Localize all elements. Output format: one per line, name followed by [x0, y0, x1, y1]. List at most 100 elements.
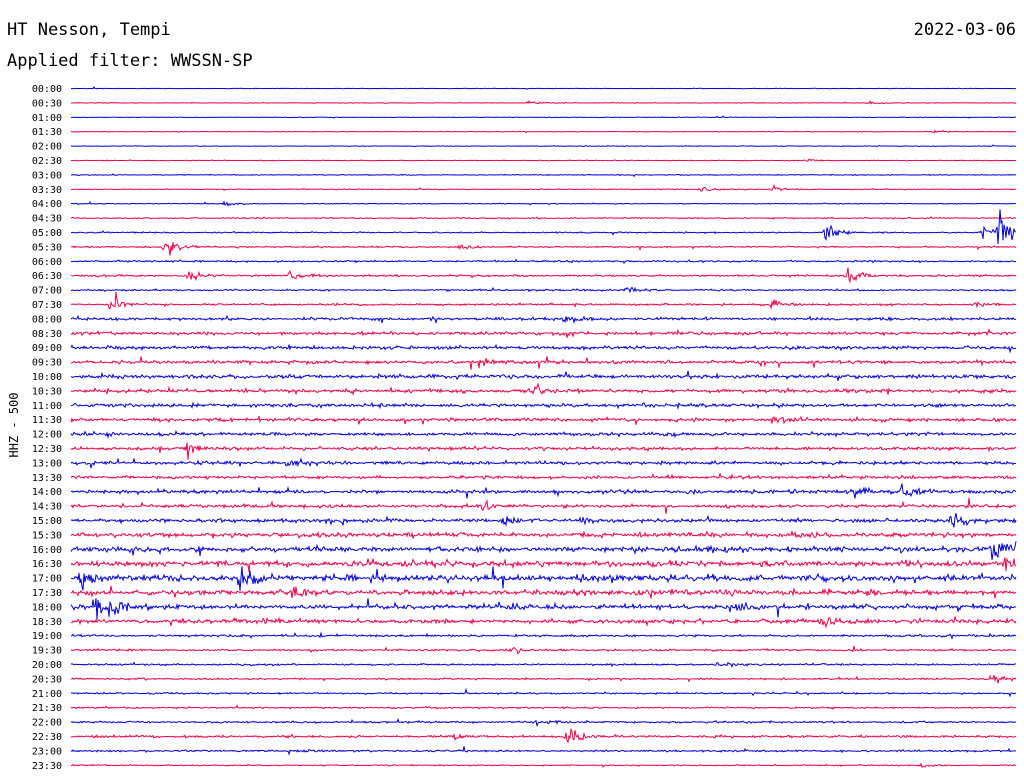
- seismic-trace-0800: [70, 314, 1017, 325]
- trace-time-label: 14:30: [32, 502, 62, 513]
- trace-time-label: 18:30: [32, 617, 62, 628]
- trace-time-label: 22:00: [32, 718, 62, 729]
- seismic-trace-1830: [70, 616, 1017, 629]
- seismic-trace-1330: [70, 473, 1017, 481]
- trace-time-label: 19:00: [32, 631, 62, 642]
- trace-time-label: 03:30: [32, 185, 62, 196]
- seismic-trace-0330: [70, 183, 1017, 192]
- trace-time-label: 01:00: [32, 113, 62, 124]
- seismic-trace-2330: [70, 762, 1017, 768]
- seismic-trace-1100: [70, 401, 1017, 410]
- seismic-trace-1430: [70, 497, 1017, 514]
- seismic-trace-0100: [70, 115, 1017, 119]
- trace-time-label: 05:00: [32, 228, 62, 239]
- trace-time-label: 00:30: [32, 98, 62, 109]
- trace-time-label: 13:30: [32, 473, 62, 484]
- trace-time-label: 02:00: [32, 142, 62, 153]
- trace-time-label: 21:30: [32, 703, 62, 714]
- seismic-trace-1400: [70, 483, 1017, 499]
- trace-time-label: 16:00: [32, 545, 62, 556]
- trace-time-label: 20:30: [32, 674, 62, 685]
- trace-time-label: 23:00: [32, 746, 62, 757]
- trace-time-label: 20:00: [32, 660, 62, 671]
- trace-time-label: 15:00: [32, 516, 62, 527]
- trace-time-label: 02:30: [32, 156, 62, 167]
- seismic-trace-1530: [70, 529, 1017, 540]
- seismic-trace-2030: [70, 674, 1017, 684]
- seismic-trace-0700: [70, 286, 1017, 294]
- seismic-trace-0830: [70, 328, 1017, 338]
- trace-time-label: 17:30: [32, 588, 62, 599]
- seismic-trace-1130: [70, 415, 1017, 425]
- seismic-trace-1230: [70, 442, 1017, 460]
- trace-time-label: 19:30: [32, 646, 62, 657]
- trace-time-label: 23:30: [32, 761, 62, 772]
- seismic-trace-0730: [70, 291, 1017, 310]
- trace-time-label: 09:00: [32, 343, 62, 354]
- seismic-trace-0030: [70, 100, 1017, 105]
- seismic-trace-1700: [70, 566, 1017, 591]
- trace-time-label: 00:00: [32, 84, 62, 95]
- seismic-trace-1900: [70, 631, 1017, 640]
- trace-time-label: 12:30: [32, 444, 62, 455]
- seismic-trace-0500: [70, 209, 1017, 245]
- trace-time-label: 07:00: [32, 286, 62, 297]
- seismic-trace-0400: [70, 200, 1017, 207]
- trace-time-label: 21:00: [32, 689, 62, 700]
- trace-time-label: 10:00: [32, 372, 62, 383]
- trace-time-label: 10:30: [32, 386, 62, 397]
- trace-time-label: 06:30: [32, 271, 62, 282]
- station-title: HT Nesson, Tempi: [7, 20, 171, 40]
- record-date: 2022-03-06: [913, 20, 1016, 40]
- seismic-trace-0230: [70, 158, 1017, 162]
- seismic-trace-2300: [70, 746, 1017, 756]
- seismic-trace-0000: [70, 86, 1017, 90]
- seismic-trace-1030: [70, 382, 1017, 396]
- trace-time-label: 06:00: [32, 257, 62, 268]
- trace-time-label: 22:30: [32, 732, 62, 743]
- trace-time-label: 08:30: [32, 329, 62, 340]
- trace-time-label: 05:30: [32, 242, 62, 253]
- trace-time-label: 08:00: [32, 314, 62, 325]
- seismic-trace-1300: [70, 457, 1017, 469]
- trace-time-label: 04:00: [32, 199, 62, 210]
- seismic-trace-2130: [70, 704, 1017, 710]
- seismic-trace-1600: [70, 541, 1017, 561]
- trace-time-label: 11:00: [32, 401, 62, 412]
- seismic-trace-1500: [70, 513, 1017, 528]
- trace-time-label: 13:00: [32, 458, 62, 469]
- seismic-trace-1200: [70, 429, 1017, 439]
- trace-time-label: 16:30: [32, 559, 62, 570]
- seismic-trace-0130: [70, 129, 1017, 134]
- trace-time-label: 01:30: [32, 127, 62, 138]
- seismic-trace-0200: [70, 144, 1017, 148]
- seismic-trace-1930: [70, 645, 1017, 655]
- trace-time-label: 15:30: [32, 530, 62, 541]
- trace-time-label: 07:30: [32, 300, 62, 311]
- seismic-trace-0630: [70, 267, 1017, 284]
- seismic-trace-0300: [70, 173, 1017, 178]
- seismic-trace-0430: [70, 215, 1017, 220]
- seismic-trace-2100: [70, 687, 1017, 698]
- seismic-trace-2000: [70, 661, 1017, 669]
- seismic-trace-0530: [70, 242, 1017, 256]
- seismic-trace-1730: [70, 585, 1017, 599]
- seismic-trace-0930: [70, 356, 1017, 370]
- seismic-trace-2200: [70, 717, 1017, 727]
- seismic-trace-0900: [70, 343, 1017, 354]
- trace-time-label: 11:30: [32, 415, 62, 426]
- trace-time-label: 17:00: [32, 574, 62, 585]
- seismic-trace-1000: [70, 370, 1017, 382]
- trace-time-label: 12:00: [32, 430, 62, 441]
- seismic-trace-1630: [70, 557, 1017, 573]
- seismic-trace-0600: [70, 258, 1017, 265]
- trace-time-label: 03:00: [32, 170, 62, 181]
- seismic-trace-1800: [70, 598, 1017, 620]
- trace-time-label: 09:30: [32, 358, 62, 369]
- seismic-trace-2230: [70, 728, 1017, 744]
- filter-label: Applied filter: WWSSN-SP: [7, 51, 253, 71]
- trace-time-label: 04:30: [32, 214, 62, 225]
- trace-time-label: 14:00: [32, 487, 62, 498]
- trace-time-label: 18:00: [32, 602, 62, 613]
